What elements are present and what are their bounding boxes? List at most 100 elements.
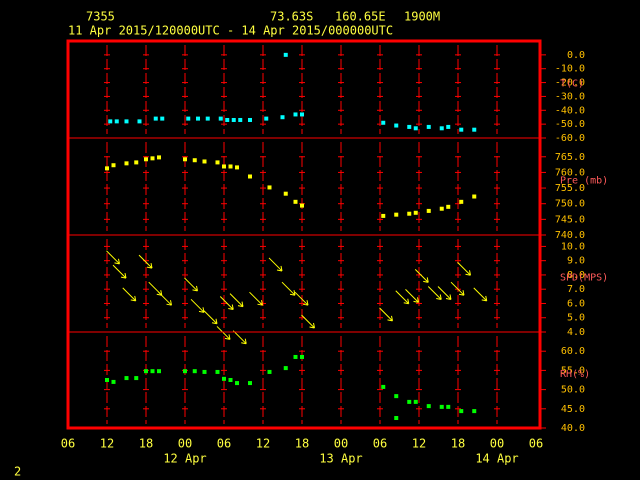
wind-arrow [190,298,205,313]
date-label: 12 Apr [163,452,206,466]
point [111,163,116,168]
wind-arrow [457,261,471,276]
point [235,381,239,386]
wind-arrow [450,281,465,296]
x-tick-label: 06 [373,437,387,451]
y-tick-label: 7.0 [567,284,585,295]
point [446,404,451,409]
point [157,155,161,160]
point [439,126,444,131]
point [293,199,298,204]
point [248,117,252,122]
point [280,115,285,120]
wind-arrow [427,286,442,300]
point [394,416,399,421]
y-tick-label: -20.0 [555,78,585,89]
point [407,399,412,404]
y-tick-label: 765.0 [555,152,585,163]
wind-arrow [219,296,234,310]
plot: 0.0 -10.0 -20.0 -30.0 -40.0 -50.0 -60.0 T(C) 765… [61,45,608,466]
y-tick-label: 40.0 [561,423,585,434]
point [186,116,191,121]
point [459,409,464,414]
x-tick-label: 18 [139,437,153,451]
wind-arrow [395,290,410,305]
wind-arrow [203,310,218,325]
wind-arrow [473,287,488,302]
x-tick-label: 00 [178,437,192,451]
point [124,161,129,166]
y-tick-label: 50.0 [561,385,585,396]
point [228,164,233,169]
point [472,409,477,414]
point [183,369,187,374]
point [413,126,418,131]
point [111,379,116,384]
point [215,160,220,165]
date-label: 13 Apr [319,452,362,466]
point [222,164,226,169]
wind-arrow [301,314,315,329]
latitude: 73.63S [270,10,313,24]
point [300,203,304,208]
page-number: 2 [14,465,21,479]
point [413,210,418,215]
y-tick-label: 45.0 [561,404,585,415]
point [446,204,451,209]
x-tick-label: 06 [529,437,543,451]
point [459,127,464,132]
y-tick-label: 760.0 [555,167,585,178]
point [459,199,464,204]
point [202,159,207,164]
point [300,112,304,117]
point [381,213,386,218]
y-tick-label: 750.0 [555,199,585,210]
point [426,404,431,409]
wind-arrow [184,277,198,292]
wind-arrow [106,250,120,265]
point [394,123,399,128]
point [238,117,243,122]
point [472,194,477,199]
point [472,127,477,132]
wind-arrow [249,291,263,306]
point [196,116,200,121]
x-tick-label: 12 [256,437,270,451]
point [267,185,272,190]
wind-arrow [158,291,172,306]
point [150,369,155,374]
point [225,117,230,122]
point [248,174,252,179]
wind-arrow [229,293,244,308]
wind-arrow [294,291,309,306]
wind-arrow [268,257,283,272]
wind-arrow [122,287,137,302]
y-axis-label: SPD(MPS) [560,273,608,284]
y-tick-label: -30.0 [555,91,585,102]
point [134,160,139,165]
point [105,166,109,171]
y-tick-label: 9.0 [567,256,585,267]
point [439,404,444,409]
point [394,212,399,217]
x-tick-label: 06 [217,437,231,451]
point [283,52,288,57]
wind-arrow [405,288,419,303]
y-tick-label: 755.0 [555,183,585,194]
x-tick-label: 00 [490,437,504,451]
period: 11 Apr 2015/120000UTC - 14 Apr 2015/0000… [68,24,393,38]
y-tick-label: 4.0 [567,327,585,338]
longitude: 160.65E [335,10,386,24]
y-axis-label: T(C) [560,79,584,90]
point [426,124,431,129]
y-tick-label: 745.0 [555,214,585,225]
point [222,376,226,381]
wind-arrow [112,264,127,279]
point [205,116,210,121]
y-tick-label: 55.0 [561,365,585,376]
point [114,119,119,124]
x-tick-label: 06 [61,437,75,451]
point [264,116,269,121]
point [160,116,165,121]
